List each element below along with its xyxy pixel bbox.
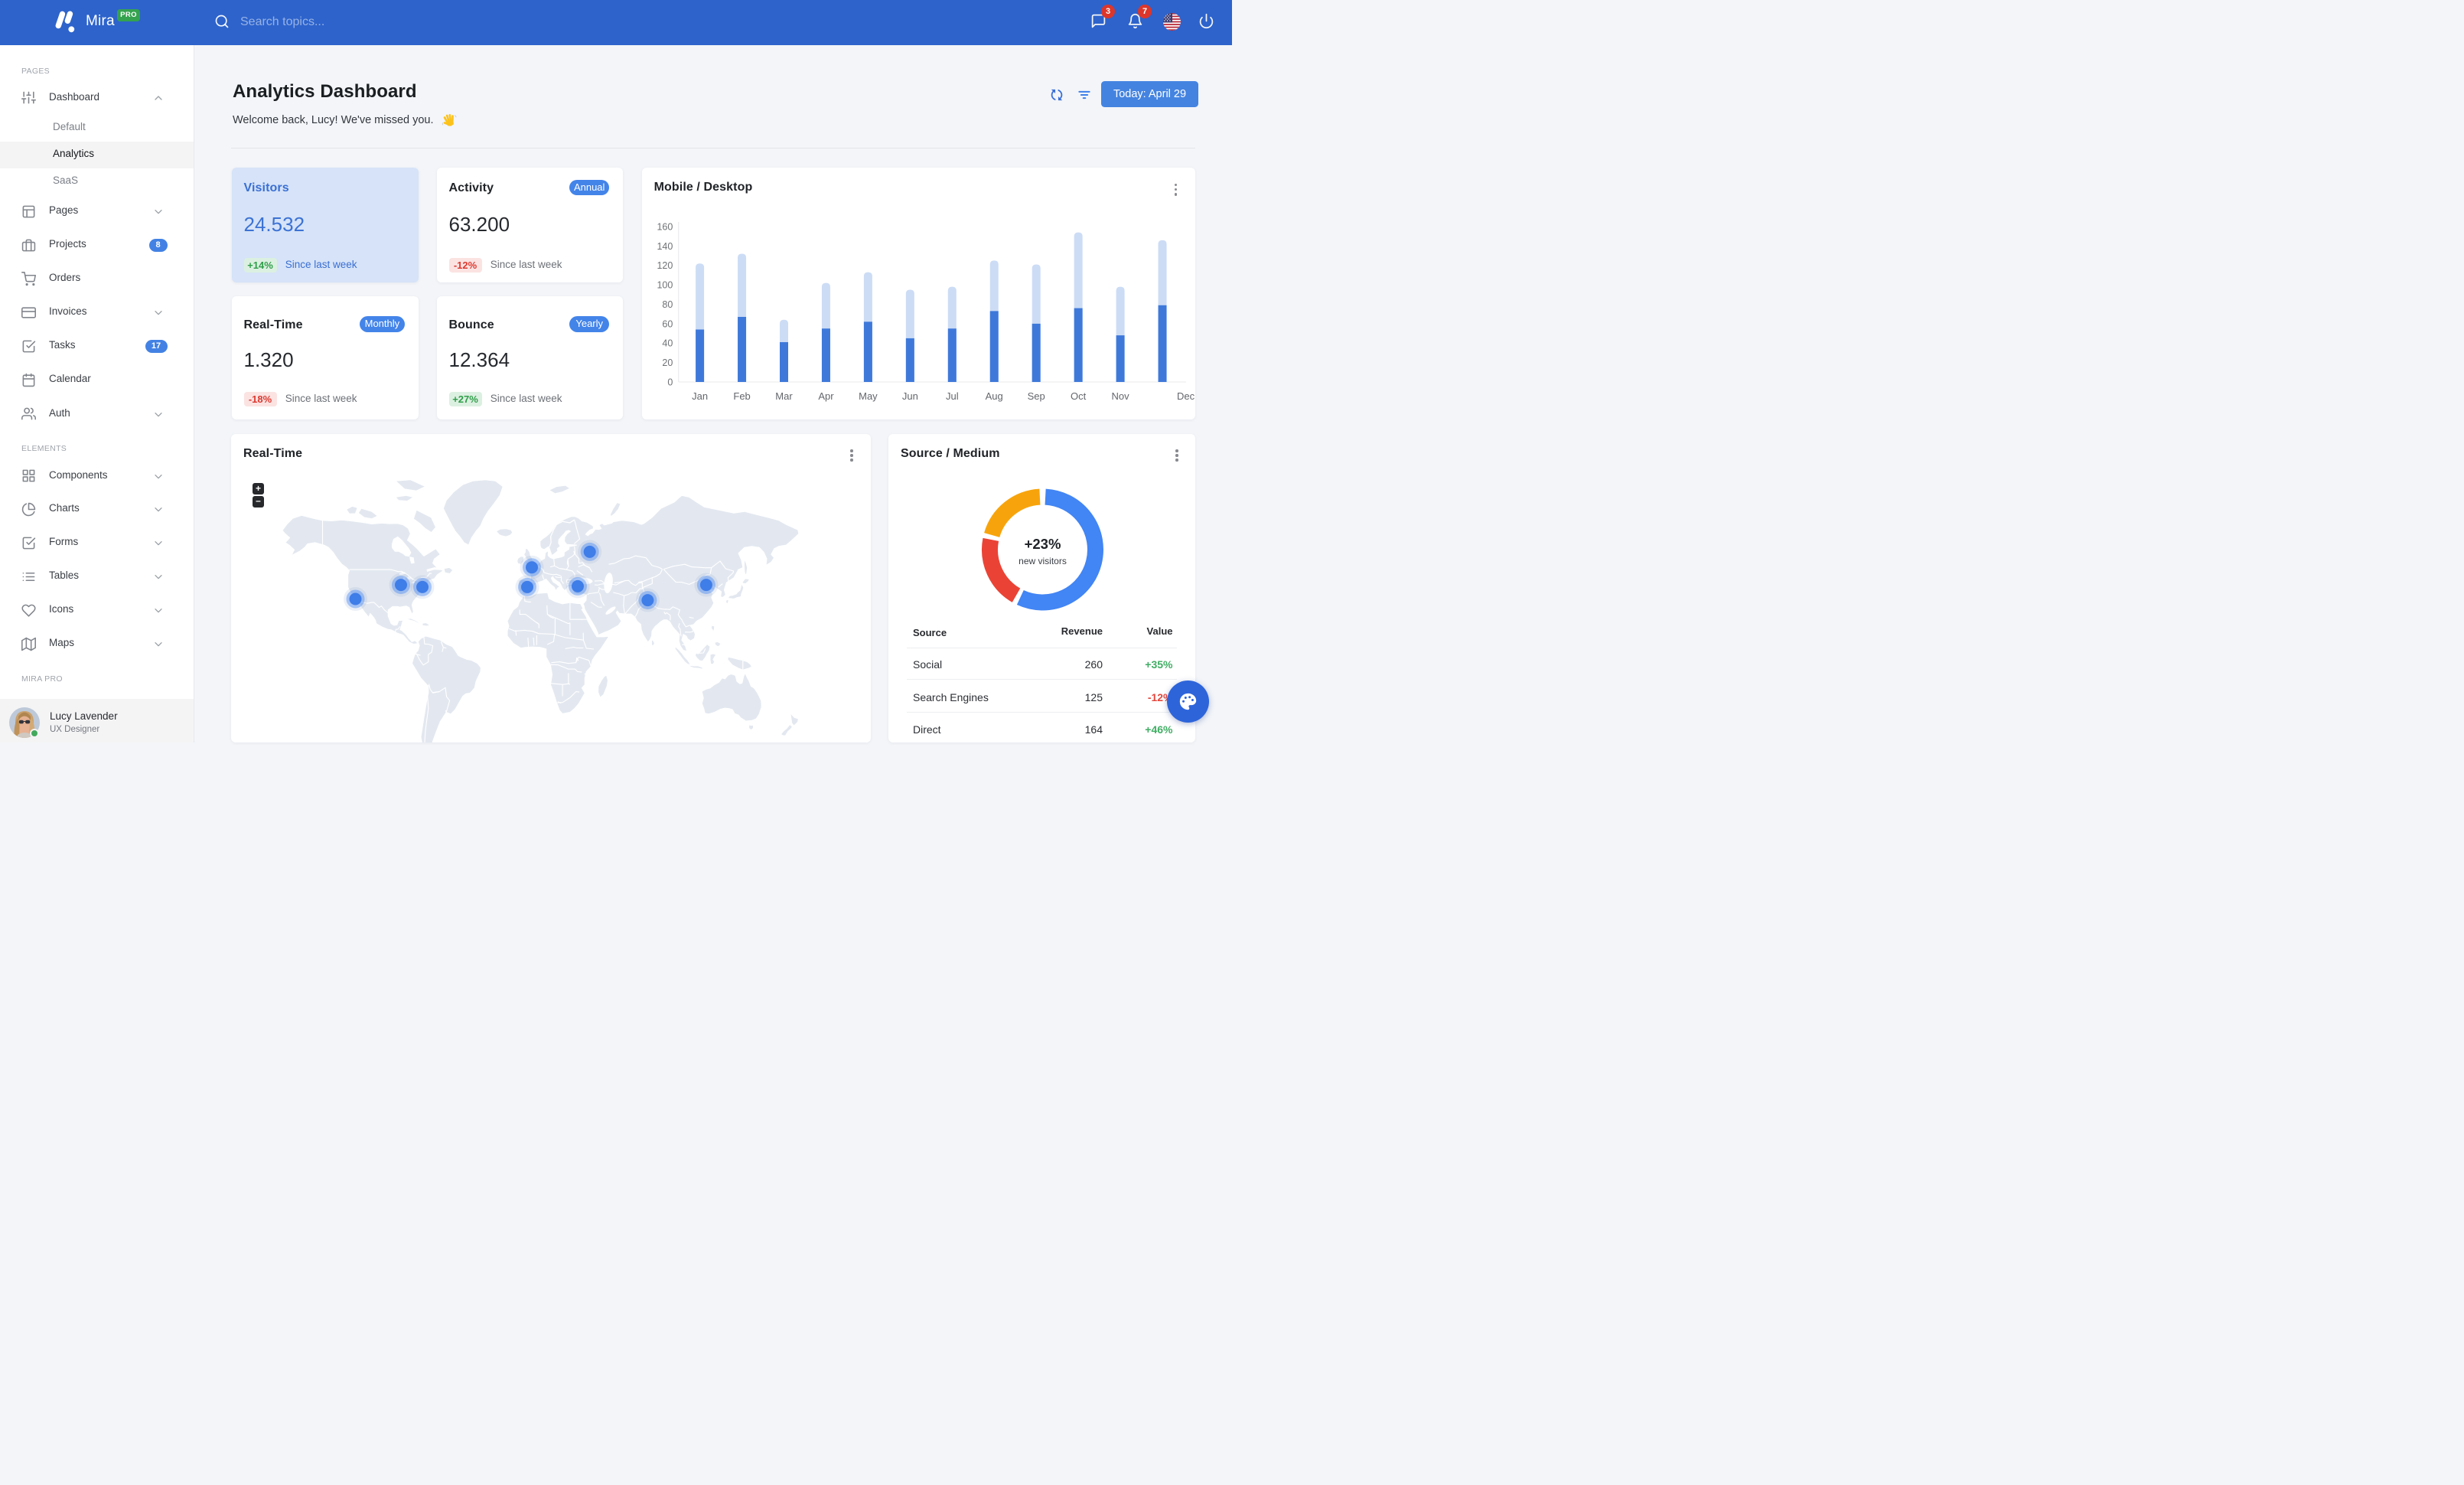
svg-text:Nov: Nov — [1111, 390, 1129, 402]
svg-text:100: 100 — [657, 280, 673, 291]
svg-text:Jan: Jan — [692, 390, 708, 402]
svg-text:Apr: Apr — [818, 390, 834, 402]
svg-text:20: 20 — [662, 357, 673, 368]
svg-text:Sep: Sep — [1027, 390, 1045, 402]
svg-text:120: 120 — [657, 260, 673, 271]
svg-text:Mar: Mar — [775, 390, 793, 402]
svg-text:60: 60 — [662, 318, 673, 329]
svg-text:Dec: Dec — [1177, 390, 1195, 402]
svg-text:80: 80 — [662, 299, 673, 310]
svg-text:140: 140 — [657, 241, 673, 252]
svg-text:Jul: Jul — [946, 390, 959, 402]
svg-text:160: 160 — [657, 221, 673, 232]
svg-text:Oct: Oct — [1071, 390, 1087, 402]
svg-text:Jun: Jun — [902, 390, 918, 402]
svg-text:40: 40 — [662, 338, 673, 349]
svg-text:May: May — [859, 390, 878, 402]
svg-text:Aug: Aug — [985, 390, 1002, 402]
svg-text:Feb: Feb — [733, 390, 750, 402]
svg-text:0: 0 — [667, 377, 673, 387]
